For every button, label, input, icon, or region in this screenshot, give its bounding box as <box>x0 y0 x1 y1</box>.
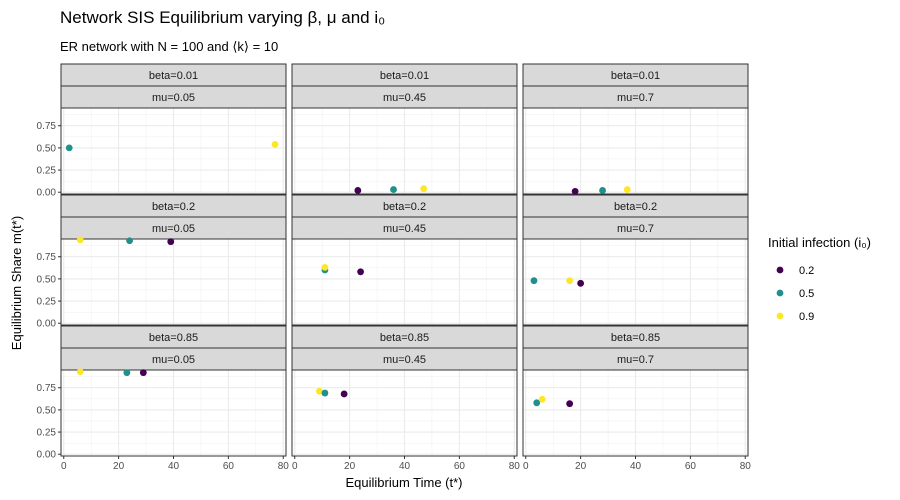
panel-border <box>291 107 518 195</box>
y-tick-label: 0.25 <box>37 166 57 177</box>
strip-mu-label: mu=0.05 <box>152 223 195 235</box>
data-point <box>566 277 574 285</box>
strip-beta-label: beta=0.01 <box>611 70 660 82</box>
x-tick-label: 80 <box>740 461 752 472</box>
y-axis-title: Equilibrium Share m(t*) <box>9 216 24 350</box>
facet-panel: beta=0.85 mu=0.7 0 20 40 60 80 <box>522 325 752 472</box>
y-tick-label: 0.75 <box>37 383 57 394</box>
x-tick-label: 80 <box>278 461 290 472</box>
data-point <box>76 368 84 376</box>
facet-panel: beta=0.01 mu=0.05 0.00 0.25 0.50 0.75 <box>37 63 287 199</box>
strip-mu-label: mu=0.7 <box>617 223 654 235</box>
y-tick-label: 0.00 <box>37 319 57 330</box>
panel-border <box>60 238 287 326</box>
legend-key <box>776 312 784 320</box>
strip-mu-label: mu=0.7 <box>617 354 654 366</box>
x-tick-label: 80 <box>509 461 521 472</box>
data-point <box>126 237 133 245</box>
facet-panel: beta=0.85 mu=0.05 0.00 0.25 0.50 0.75 0 20 40 60 8… <box>37 325 290 472</box>
strip-mu-label: mu=0.05 <box>152 92 195 104</box>
data-point <box>566 400 574 408</box>
y-tick-label: 0.00 <box>37 188 57 199</box>
facet-panel: beta=0.2 mu=0.7 <box>522 194 749 326</box>
x-tick-label: 40 <box>168 461 180 472</box>
strip-mu-label: mu=0.45 <box>383 223 426 235</box>
panel-border <box>60 107 287 195</box>
data-point <box>316 387 323 395</box>
chart-title: Network SIS Equilibrium varying β, μ and… <box>60 8 385 27</box>
x-tick-label: 60 <box>223 461 235 472</box>
chart-subtitle: ER network with N = 100 and ⟨k⟩ = 10 <box>60 39 278 54</box>
data-point <box>139 369 147 377</box>
facet-panel: beta=0.2 mu=0.05 0.00 0.25 0.50 0.75 <box>37 194 287 330</box>
data-point <box>571 187 579 195</box>
data-point <box>123 369 131 377</box>
strip-beta-label: beta=0.01 <box>149 70 198 82</box>
facet-panels: beta=0.01mu=0.050.000.250.500.75beta=0.0… <box>37 63 752 472</box>
strip-beta-label: beta=0.01 <box>380 70 429 82</box>
data-point <box>167 238 175 246</box>
strip-mu-label: mu=0.45 <box>383 354 426 366</box>
legend-label: 0.5 <box>799 288 814 300</box>
strip-beta-label: beta=0.2 <box>383 201 426 213</box>
legend-title: Initial infection (i₀) <box>768 235 871 250</box>
data-point <box>530 277 538 285</box>
y-tick-label: 0.25 <box>37 297 57 308</box>
data-point <box>321 389 329 397</box>
x-tick-label: 20 <box>344 461 356 472</box>
x-tick-label: 0 <box>523 461 529 472</box>
strip-beta-label: beta=0.85 <box>149 332 198 344</box>
x-tick-label: 0 <box>61 461 67 472</box>
x-tick-label: 60 <box>454 461 466 472</box>
y-tick-label: 0.50 <box>37 143 57 154</box>
data-point <box>390 186 397 193</box>
strip-beta-label: beta=0.2 <box>614 201 657 213</box>
y-tick-label: 0.75 <box>37 252 57 263</box>
facet-panel: beta=0.2 mu=0.45 <box>291 194 518 326</box>
strip-mu-label: mu=0.45 <box>383 92 426 104</box>
facet-panel: beta=0.01 mu=0.45 <box>291 63 518 195</box>
data-point <box>357 268 364 276</box>
legend-key <box>776 289 784 297</box>
strip-beta-label: beta=0.85 <box>380 332 429 344</box>
legend: Initial infection (i₀) 0.2 0.5 0.9 <box>768 235 871 323</box>
x-tick-label: 0 <box>292 461 298 472</box>
data-point <box>420 185 428 193</box>
y-tick-label: 0.75 <box>37 121 57 132</box>
facet-panel: beta=0.85 mu=0.45 0 20 40 60 80 <box>291 325 521 472</box>
data-point <box>65 144 73 152</box>
data-point <box>623 186 631 193</box>
panel-border <box>522 238 749 326</box>
data-point <box>340 390 348 398</box>
data-point <box>599 187 606 194</box>
x-axis-title: Equilibrium Time (t*) <box>345 475 462 490</box>
x-tick-label: 40 <box>630 461 642 472</box>
data-point <box>533 399 541 407</box>
x-tick-label: 40 <box>399 461 411 472</box>
data-point <box>321 263 329 271</box>
x-tick-label: 20 <box>575 461 587 472</box>
strip-beta-label: beta=0.2 <box>152 201 195 213</box>
strip-beta-label: beta=0.85 <box>611 332 660 344</box>
y-tick-label: 0.50 <box>37 274 57 285</box>
data-point <box>354 187 362 194</box>
strip-mu-label: mu=0.7 <box>617 92 654 104</box>
strip-mu-label: mu=0.05 <box>152 354 195 366</box>
data-point <box>577 279 585 287</box>
legend-key <box>776 266 784 274</box>
data-point <box>76 236 84 244</box>
y-tick-label: 0.00 <box>37 450 57 461</box>
y-tick-label: 0.25 <box>37 428 57 439</box>
data-point <box>538 395 546 403</box>
legend-label: 0.2 <box>799 265 814 277</box>
facet-panel: beta=0.01 mu=0.7 <box>522 63 749 195</box>
panel-border <box>291 238 518 326</box>
x-tick-label: 20 <box>113 461 125 472</box>
x-tick-label: 60 <box>685 461 697 472</box>
legend-label: 0.9 <box>799 311 814 323</box>
panel-border <box>522 107 749 195</box>
data-point <box>271 140 279 148</box>
y-tick-label: 0.50 <box>37 405 57 416</box>
